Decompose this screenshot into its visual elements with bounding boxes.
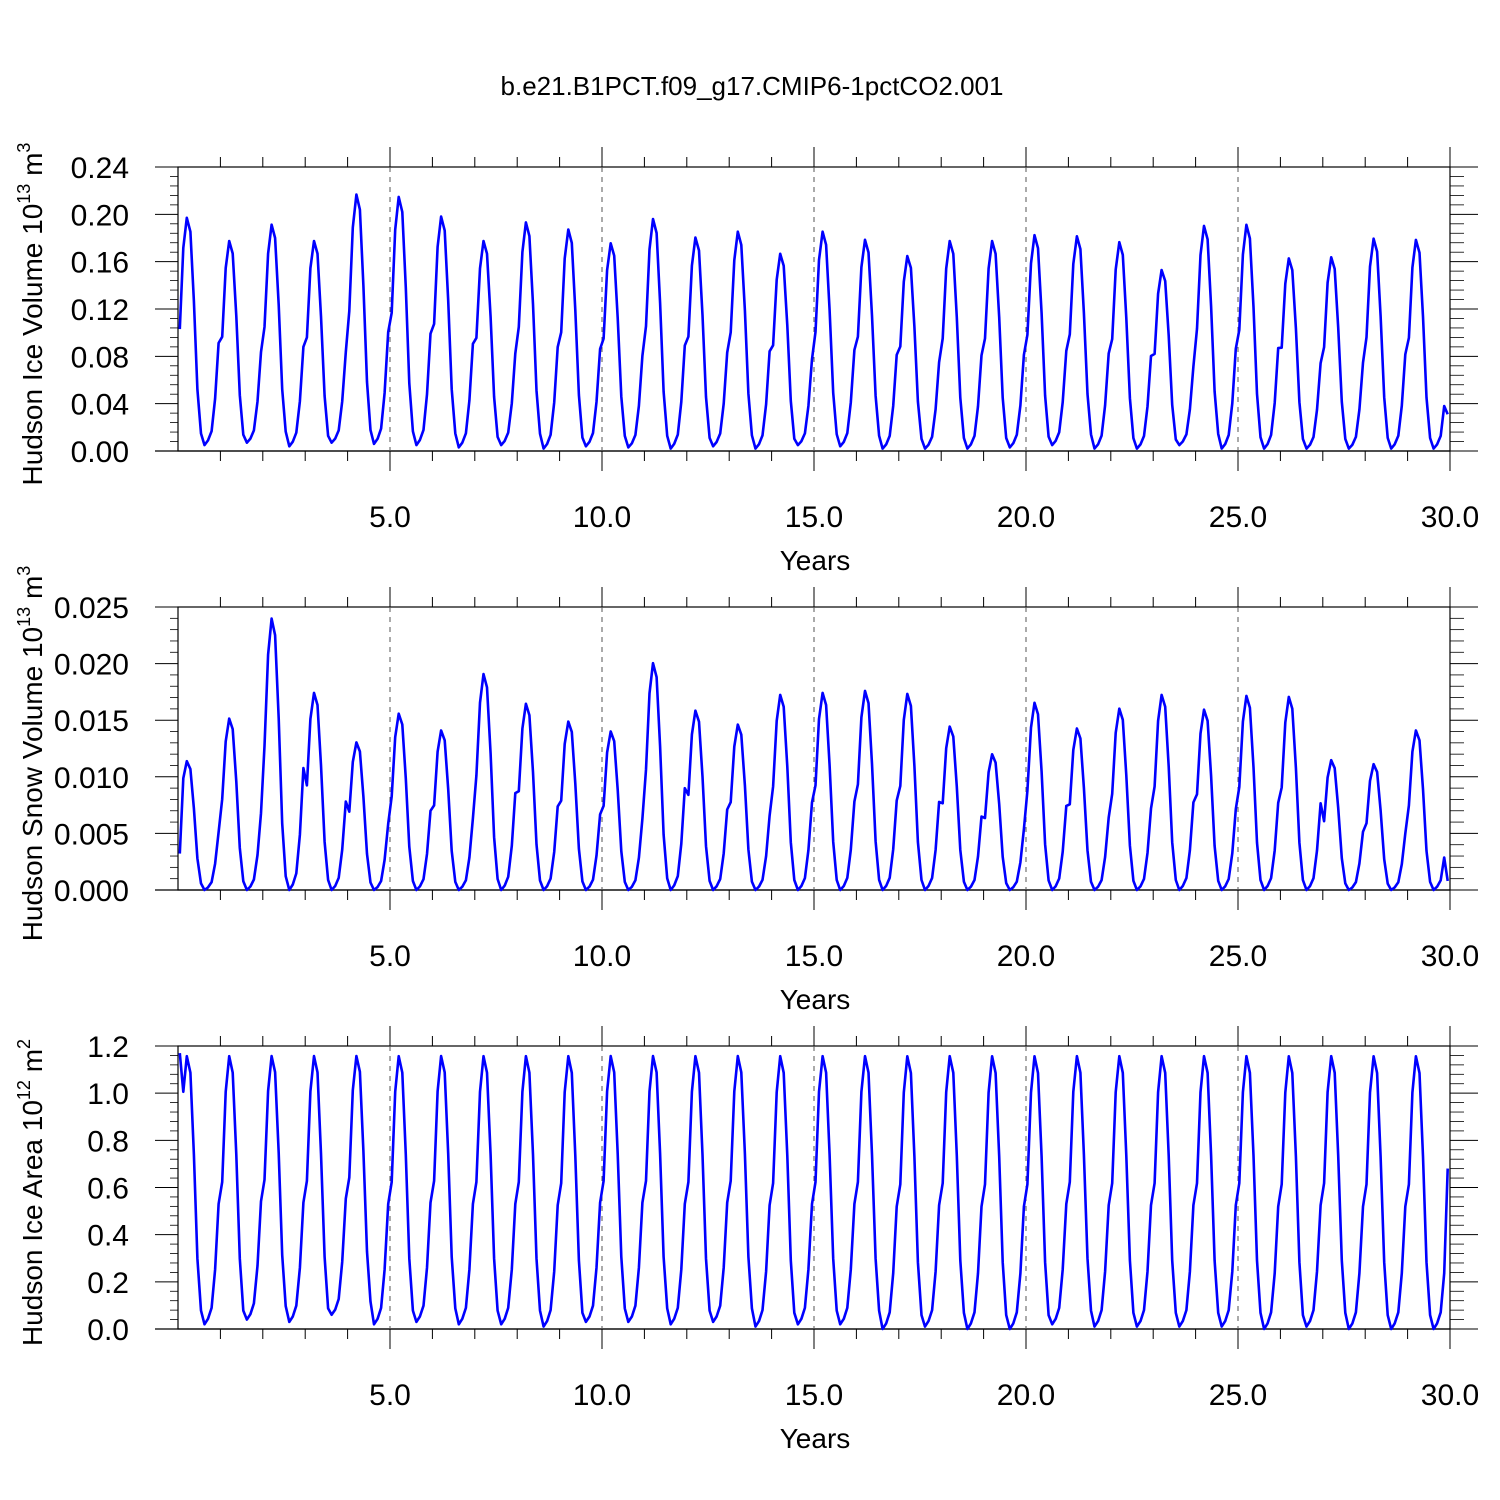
figure-title: b.e21.B1PCT.f09_g17.CMIP6-1pctCO2.001 (501, 71, 1004, 101)
y-tick-label: 0.12 (71, 294, 129, 327)
y-axis-label-text: Hudson Ice Volume 10 (17, 204, 48, 486)
x-axis-label: Years (780, 1423, 851, 1454)
x-tick-label: 10.0 (573, 501, 631, 534)
chart-panel-1: 5.0 10.0 15.0 20.0 25.0 30.0 0.00 0.04 0.08 0.12 0… (14, 143, 1479, 576)
y-tick-label: 0.04 (71, 389, 129, 422)
x-tick-label: 10.0 (573, 940, 631, 973)
y-axis-label: Hudson Ice Area 1012 m2 (14, 1039, 48, 1346)
x-tick-label: 5.0 (369, 1379, 411, 1412)
y-axis-label-text: Hudson Snow Volume 10 (17, 627, 48, 941)
series-line (178, 617, 1449, 892)
y-tick-label: 0.025 (54, 592, 129, 625)
y-tick-label: 0.020 (54, 649, 129, 682)
x-tick-label: 30.0 (1421, 1379, 1479, 1412)
y-axis-label: Hudson Snow Volume 1013 m3 (14, 566, 48, 942)
x-tick-label: 25.0 (1209, 1379, 1267, 1412)
x-tick-label: 5.0 (369, 501, 411, 534)
y-axis-label-text: m (17, 153, 48, 184)
y-tick-label: 0.000 (54, 875, 129, 908)
y-tick-label: 0.015 (54, 705, 129, 738)
x-tick-label: 20.0 (997, 501, 1055, 534)
y-tick-label: 0.010 (54, 762, 129, 795)
y-tick-label: 0.08 (71, 341, 129, 374)
chart-panel-3: 5.0 10.0 15.0 20.0 25.0 30.0 0.0 0.2 0.4 0.6 0.8 1.… (14, 1026, 1479, 1454)
x-tick-label: 15.0 (785, 501, 843, 534)
x-axis-label: Years (780, 984, 851, 1015)
y-tick-label: 0.4 (87, 1220, 129, 1253)
y-axis-label-exponent: 2 (14, 1039, 34, 1049)
y-tick-label: 0.20 (71, 199, 129, 232)
y-axis-label-text: m (17, 1049, 48, 1080)
x-tick-label: 20.0 (997, 1379, 1055, 1412)
y-tick-label: 0.0 (87, 1314, 129, 1347)
y-tick-label: 1.0 (87, 1078, 129, 1111)
y-tick-label: 0.8 (87, 1125, 129, 1158)
y-axis-label-text: Hudson Ice Area 10 (17, 1100, 48, 1346)
x-tick-label: 30.0 (1421, 940, 1479, 973)
y-axis-label-text: m (17, 576, 48, 607)
y-axis-label-exponent: 12 (14, 1080, 34, 1100)
y-tick-label: 0.24 (71, 152, 129, 185)
chart-panel-2: 5.0 10.0 15.0 20.0 25.0 30.0 0.000 0.005 0.010 0.… (14, 566, 1479, 1015)
y-tick-label: 0.00 (71, 436, 129, 469)
series-line (178, 193, 1449, 450)
x-tick-label: 15.0 (785, 1379, 843, 1412)
series-line (178, 1052, 1449, 1331)
y-axis-label: Hudson Ice Volume 1013 m3 (14, 143, 48, 486)
y-axis-label-exponent: 13 (14, 607, 34, 627)
y-tick-label: 1.2 (87, 1031, 129, 1064)
panels: 5.0 10.0 15.0 20.0 25.0 30.00.000.040.080.120… (14, 143, 1479, 1454)
y-axis-label-exponent: 3 (14, 143, 34, 153)
y-tick-label: 0.16 (71, 247, 129, 280)
y-axis-label-exponent: 3 (14, 566, 34, 576)
x-tick-label: 25.0 (1209, 940, 1267, 973)
x-tick-label: 5.0 (369, 940, 411, 973)
x-axis-label: Years (780, 545, 851, 576)
x-tick-label: 10.0 (573, 1379, 631, 1412)
x-tick-label: 25.0 (1209, 501, 1267, 534)
x-tick-label: 30.0 (1421, 501, 1479, 534)
y-axis-label-exponent: 13 (14, 184, 34, 204)
y-tick-label: 0.6 (87, 1173, 129, 1206)
y-tick-label: 0.2 (87, 1267, 129, 1300)
x-tick-label: 20.0 (997, 940, 1055, 973)
x-tick-label: 15.0 (785, 940, 843, 973)
y-tick-label: 0.005 (54, 818, 129, 851)
